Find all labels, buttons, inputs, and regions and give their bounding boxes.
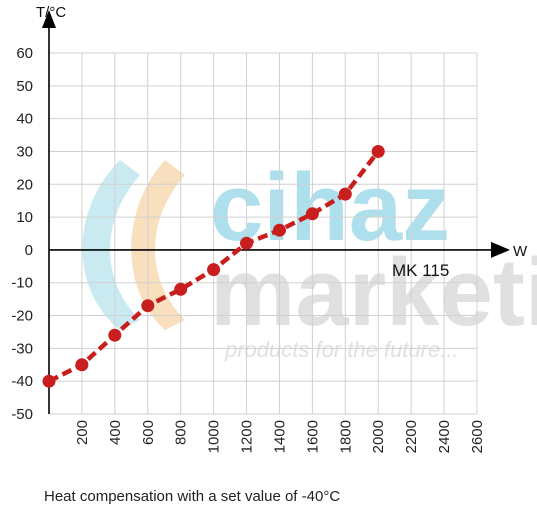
x-tick-label: 600 [140,420,157,445]
watermark: cihaz marketi products for the future... [82,154,537,362]
watermark-tagline: products for the future... [224,337,459,362]
data-point [42,374,56,388]
y-axis-arrow-icon [42,10,56,28]
y-tick-label: -30 [11,340,33,357]
x-tick-label: 2000 [370,420,387,453]
x-tick-label: 800 [173,420,190,445]
watermark-swirl-icon [131,160,185,330]
x-tick-label: 1400 [271,420,288,453]
y-tick-label: 50 [16,78,33,95]
axes [42,10,510,414]
x-axis-label: W [513,243,528,260]
data-point [273,223,286,237]
data-point [338,187,352,201]
x-axis-arrow-icon [491,241,510,258]
data-point [174,282,188,296]
y-tick-label: 0 [25,242,33,259]
y-tick-label: -50 [11,406,33,423]
x-tick-label: 1600 [304,420,321,453]
x-tick-label: 1200 [239,420,256,453]
series-group [42,145,385,388]
y-tick-label: 60 [16,45,33,62]
chart-caption: Heat compensation with a set value of -4… [44,488,341,505]
x-tick-label: 2200 [403,420,420,453]
x-tick-label: 2400 [436,420,453,453]
data-point [108,328,122,342]
data-point [371,145,385,158]
data-point [207,263,221,277]
y-tick-label: -10 [11,275,33,292]
data-point [305,207,319,221]
watermark-line2: marketi [210,239,537,346]
x-tick-label: 2600 [469,420,486,453]
series-annotation: MK 115 [392,261,449,280]
x-tick-label: 400 [107,420,124,445]
watermark-swirl-icon [82,160,140,330]
y-tick-label: -20 [11,308,33,325]
y-tick-label: 30 [16,143,33,160]
y-tick-label: 20 [16,176,33,193]
data-point [75,358,89,372]
x-tick-label: 1800 [337,420,354,453]
y-tick-label: -40 [11,373,33,390]
y-axis-label: T/°C [36,4,66,21]
data-point [240,236,253,250]
x-tick-label: 200 [74,420,91,445]
y-tick-label: 10 [16,209,33,226]
tick-labels: 60 50 40 30 20 10 0 -10 -20 -30 -40 -50 200 400 600 800… [11,45,486,453]
grid [49,52,478,415]
y-tick-label: 40 [16,111,33,128]
x-tick-label: 1000 [206,420,223,453]
data-point [141,299,155,313]
